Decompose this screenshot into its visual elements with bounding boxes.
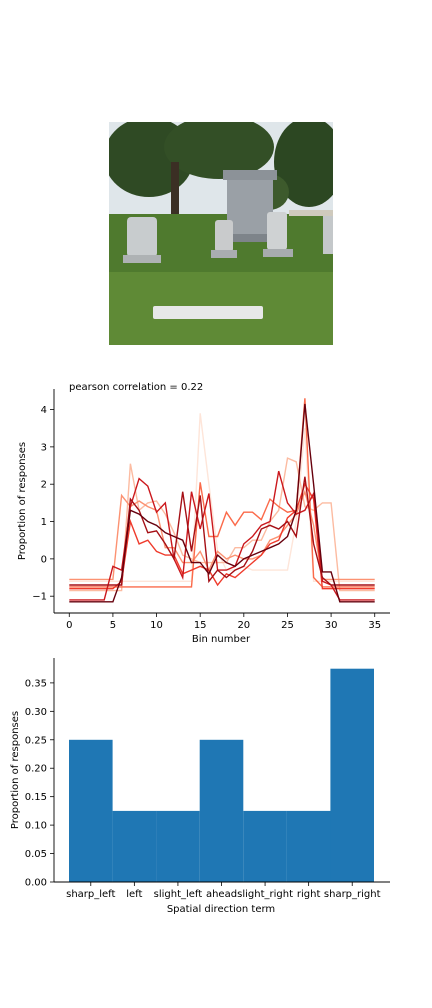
line-series-6 [69,470,375,601]
y-tick-label: 2 [41,480,47,491]
x-tick-label: slight_right [237,889,293,900]
y-tick-label: 0.35 [25,678,47,689]
y-tick-label: 0.25 [25,735,47,746]
x-tick-label: 0 [66,620,72,631]
x-tick-label: 5 [110,620,116,631]
x-tick-label: sharp_right [324,889,381,900]
x-tick-label: 35 [368,620,381,631]
x-tick-label: right [297,889,321,900]
x-tick-label: ahead [206,889,237,900]
line-series-4 [69,398,375,588]
cemetery-photo-image [109,122,333,345]
bar-left [112,810,157,882]
y-ticks: −1 0 1 2 3 4 [32,405,54,603]
bar-sharp_right [330,668,374,882]
x-tick-label: 30 [325,620,338,631]
y-tick-label: 4 [41,405,47,416]
y-ticks: 0.00 0.05 0.10 0.15 0.20 0.25 0.30 0.35 [25,678,54,889]
bar-sharp_left [69,739,113,882]
y-axis-label: Proportion of responses [10,711,21,829]
y-tick-label: 3 [41,442,47,453]
x-tick-label: 15 [194,620,207,631]
line-series-8 [69,403,375,603]
bar-chart: sharp_left left slight_left ahead slight_rig… [10,658,390,915]
x-tick-label: 25 [281,620,294,631]
x-tick-label: 10 [150,620,163,631]
x-axis-label: Spatial direction term [167,904,275,915]
x-tick-label: sharp_left [66,889,115,900]
y-tick-label: 0.10 [25,821,47,832]
y-tick-label: −1 [32,592,47,603]
bar-slight_left [156,810,200,882]
bar-slight_right [243,810,287,882]
bar-right [286,810,331,882]
line-series-7 [69,476,375,586]
bar-group [69,668,374,882]
x-tick-label: slight_left [154,889,203,900]
x-ticks: sharp_left left slight_left ahead slight_rig… [66,882,381,900]
y-tick-label: 0.20 [25,764,47,775]
line-series-3 [69,489,375,581]
line-chart: pearson correlation = 0.22 0 5 10 15 20 25 30 3… [17,382,390,645]
x-tick-label: 20 [237,620,250,631]
y-tick-label: 0.15 [25,792,47,803]
y-tick-label: 1 [41,517,47,528]
y-tick-label: 0.05 [25,849,47,860]
x-ticks: 0 5 10 15 20 25 30 35 [66,613,381,631]
x-tick-label: left [126,889,142,900]
y-axis-label: Proportion of responses [17,442,28,560]
chart-title: pearson correlation = 0.22 [69,382,203,393]
bar-ahead [199,739,244,882]
x-axis-label: Bin number [192,634,251,645]
line-series-group [69,398,375,603]
y-tick-label: 0.00 [25,878,47,889]
y-tick-label: 0.30 [25,707,47,718]
line-series-2 [69,457,375,592]
y-tick-label: 0 [41,554,47,565]
cemetery-photo [109,122,333,345]
